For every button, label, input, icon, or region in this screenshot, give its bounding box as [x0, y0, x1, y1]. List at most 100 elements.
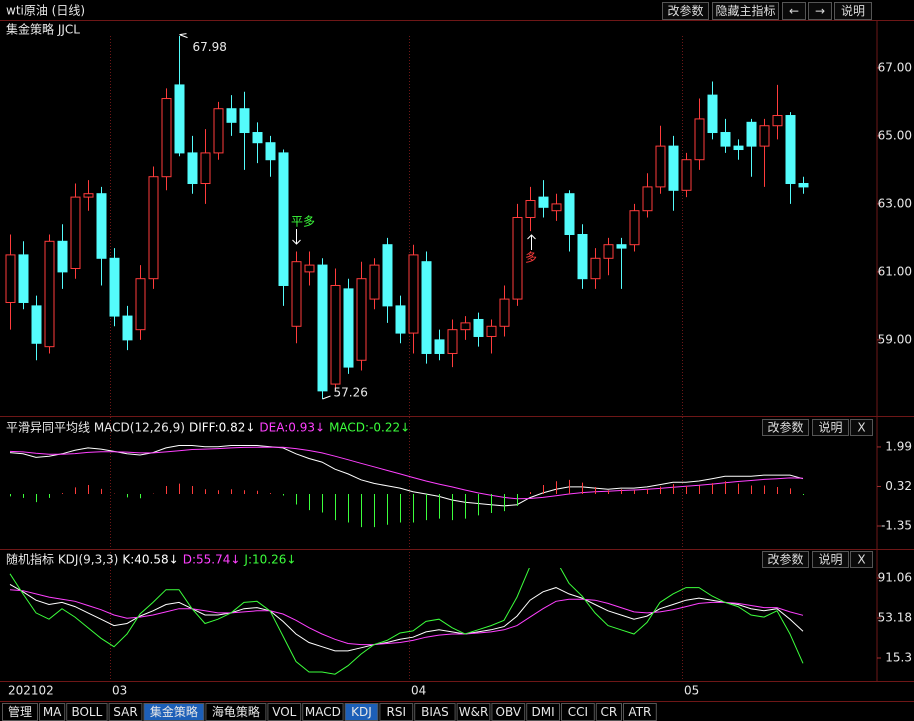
- tab[interactable]: SAR: [108, 703, 143, 721]
- button-frame: [850, 419, 873, 436]
- candle-body: [473, 318, 484, 337]
- button-frame: [808, 2, 832, 20]
- button-label[interactable]: 改参数: [767, 420, 803, 435]
- button-label[interactable]: 隐藏主指标: [715, 3, 775, 18]
- candle-body: [408, 254, 419, 334]
- button[interactable]: X: [850, 419, 873, 436]
- candle-body: [174, 84, 185, 154]
- candle-body: [551, 203, 562, 212]
- tab[interactable]: BIAS: [414, 703, 456, 721]
- y-tick-label: 91.06: [878, 571, 912, 585]
- button-label[interactable]: X: [857, 421, 865, 435]
- tab[interactable]: BOLL: [66, 703, 108, 721]
- candle-body: [343, 288, 354, 368]
- tab[interactable]: KDJ: [344, 703, 379, 721]
- tab[interactable]: OBV: [491, 703, 526, 721]
- tab[interactable]: CR: [595, 703, 622, 721]
- tab-label[interactable]: 集金策略: [150, 704, 198, 719]
- candle-body: [369, 264, 380, 300]
- candle-body: [200, 152, 211, 185]
- series-line: [9, 446, 804, 500]
- tab-label[interactable]: CCI: [568, 705, 588, 719]
- y-tick-label: 67.00: [878, 60, 912, 74]
- signal-label: 多: [525, 251, 537, 265]
- button[interactable]: 改参数: [762, 419, 809, 436]
- candle-body: [330, 284, 341, 385]
- readout: D:55.74↓: [183, 553, 241, 567]
- candle-body: [564, 193, 575, 235]
- candle-body: [356, 278, 367, 361]
- tab-label[interactable]: ATR: [628, 705, 651, 719]
- tab-label[interactable]: BIAS: [421, 705, 449, 719]
- series-line: [9, 583, 804, 652]
- tab[interactable]: W&R: [456, 703, 491, 721]
- tab-label[interactable]: 管理: [8, 704, 32, 719]
- tab[interactable]: VOL: [267, 703, 302, 721]
- y-tick-label: -1.35: [881, 518, 912, 532]
- candle-body: [538, 196, 549, 208]
- button-frame: [850, 551, 873, 568]
- candle-body: [395, 305, 406, 334]
- candle-body: [512, 217, 523, 300]
- tab-label[interactable]: BOLL: [71, 705, 102, 719]
- tab[interactable]: RSI: [379, 703, 414, 721]
- tab[interactable]: 管理: [2, 703, 38, 721]
- candle-body: [707, 94, 718, 134]
- button[interactable]: 改参数: [762, 551, 809, 568]
- signal-arrow: [292, 229, 301, 245]
- button-label[interactable]: 说明: [818, 552, 842, 567]
- series-line: [9, 589, 804, 646]
- button-label[interactable]: →: [815, 4, 825, 18]
- tab[interactable]: 海龟策略: [205, 703, 267, 721]
- tab[interactable]: ATR: [623, 703, 657, 721]
- candle-body: [655, 145, 666, 188]
- tab-label[interactable]: SAR: [113, 705, 137, 719]
- tab-label[interactable]: DMI: [532, 705, 555, 719]
- candle-body: [629, 210, 640, 246]
- button-label[interactable]: 改参数: [667, 3, 703, 18]
- tab-label[interactable]: 海龟策略: [212, 704, 260, 719]
- candle-body: [642, 186, 653, 212]
- button[interactable]: 隐藏主指标: [712, 2, 779, 20]
- candles: [5, 36, 809, 400]
- candle-body: [460, 322, 471, 331]
- tab-label[interactable]: MACD: [305, 705, 341, 719]
- tab-label[interactable]: CR: [601, 705, 618, 719]
- x-tick-label: 05: [684, 684, 699, 698]
- tab-label[interactable]: KDJ: [351, 705, 372, 719]
- button-label[interactable]: ←: [789, 4, 799, 18]
- tab[interactable]: 集金策略: [143, 703, 205, 721]
- tab-label[interactable]: OBV: [496, 705, 522, 719]
- tab-label[interactable]: RSI: [387, 705, 407, 719]
- x-tick-label: 03: [112, 684, 127, 698]
- tab[interactable]: MACD: [302, 703, 344, 721]
- button[interactable]: 说明: [812, 419, 849, 436]
- button[interactable]: ←: [782, 2, 806, 20]
- button[interactable]: 说明: [834, 2, 872, 20]
- button-label[interactable]: 说明: [818, 420, 842, 435]
- annotation-leader: [322, 395, 331, 400]
- tab-label[interactable]: VOL: [272, 705, 296, 719]
- tab[interactable]: CCI: [561, 703, 595, 721]
- candle-body: [265, 142, 276, 161]
- tab-label[interactable]: MA: [43, 705, 62, 719]
- button[interactable]: 说明: [812, 551, 849, 568]
- button-label[interactable]: 说明: [841, 3, 865, 18]
- candle-body: [577, 233, 588, 280]
- tab-label[interactable]: W&R: [459, 705, 489, 719]
- tab[interactable]: DMI: [526, 703, 561, 721]
- readout: MACD:-0.22↓: [329, 421, 410, 435]
- candle-body: [135, 278, 146, 331]
- tab[interactable]: MA: [39, 703, 66, 721]
- button-label[interactable]: X: [857, 553, 865, 567]
- panel-title: 随机指标 KDJ(9,3,3): [6, 552, 118, 567]
- button[interactable]: →: [808, 2, 832, 20]
- button[interactable]: 改参数: [662, 2, 709, 20]
- button[interactable]: X: [850, 551, 873, 568]
- button-label[interactable]: 改参数: [767, 552, 803, 567]
- y-tick-label: 0.32: [885, 479, 912, 493]
- candle-body: [96, 193, 107, 259]
- candle-body: [187, 152, 198, 185]
- annotation: 67.98: [193, 40, 227, 54]
